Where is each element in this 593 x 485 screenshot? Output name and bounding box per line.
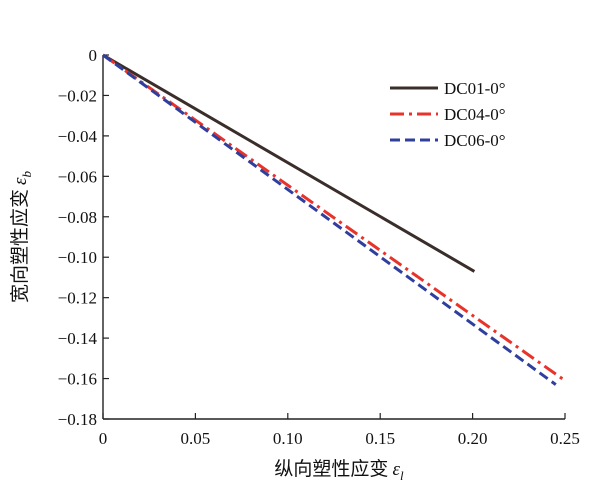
y-tick-label: −0.06 [58,167,97,186]
y-tick-label: 0 [89,46,98,65]
y-axis-title: 宽向塑性应变 εb [9,170,34,303]
x-axis-title: 纵向塑性应变 εl [274,458,404,483]
axis-title-text: 纵向塑性应变 [274,458,388,480]
axis-title-subscript: l [400,468,404,483]
y-tick-label: −0.08 [58,208,97,227]
x-axis: 0 0.05 0.10 0.15 0.20 0.25 [99,413,580,448]
series-line-3 [102,53,557,386]
plot-area [102,55,565,420]
legend-label-3: DC06-0° [444,131,506,150]
x-tick-label: 0.20 [458,429,488,448]
y-tick-label: −0.02 [58,86,97,105]
x-tick-label: 0 [99,429,108,448]
legend-label-2: DC04-0° [444,105,506,124]
x-tick-label: 0.05 [181,429,211,448]
series-line-1 [102,53,476,273]
x-tick-label: 0.15 [365,429,395,448]
x-tick-label: 0.10 [273,429,303,448]
y-tick-label: −0.12 [58,289,97,308]
y-tick-label: −0.18 [58,410,97,429]
axis-title-subscript: b [19,170,34,177]
legend-label-1: DC01-0° [444,79,506,98]
x-tick-label: 0.25 [550,429,580,448]
axis-title-symbol: ε [392,459,400,480]
y-tick-label: −0.14 [58,329,98,348]
series-layer [102,53,566,386]
y-tick-label: −0.10 [58,248,97,267]
legend: DC01-0° DC04-0° DC06-0° [390,79,506,150]
y-axis: 0 −0.02 −0.04 −0.06 −0.08 −0.10 −0.12 −0.14 −0.1… [58,46,109,429]
y-tick-label: −0.16 [58,370,97,389]
axis-title-text: 宽向塑性应变 [9,189,31,303]
y-tick-label: −0.04 [58,127,98,146]
axis-title-symbol: ε [10,177,31,185]
